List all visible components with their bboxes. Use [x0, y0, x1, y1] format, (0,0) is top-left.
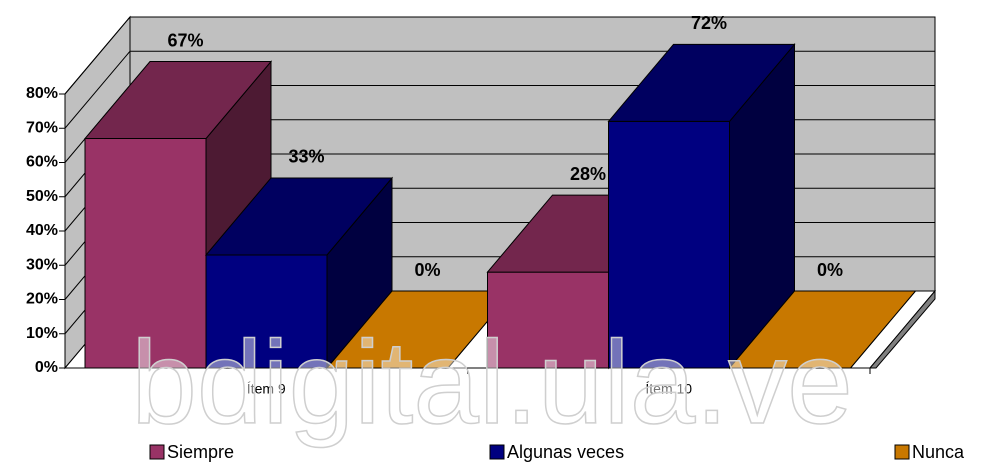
- y-tick-label: 0%: [35, 359, 58, 376]
- data-label: 0%: [817, 260, 843, 280]
- legend-swatch: [149, 444, 165, 460]
- legend-label: Nunca: [912, 442, 965, 462]
- data-label: 67%: [167, 30, 203, 50]
- bar-top: [83, 61, 273, 140]
- grid-line: [64, 16, 935, 95]
- y-tick-label: 70%: [26, 119, 58, 136]
- watermark: bdigital.ula.ve: [131, 317, 853, 449]
- legend-swatch: [489, 444, 505, 460]
- y-tick-label: 80%: [26, 85, 58, 102]
- y-tick-label: 20%: [26, 291, 58, 308]
- legend-label: Algunas veces: [507, 442, 624, 462]
- bar: [204, 176, 394, 370]
- bar: [728, 290, 917, 369]
- y-tick-label: 50%: [26, 188, 58, 205]
- x-tick-label: Ítem 9: [247, 381, 286, 397]
- x-tick-label: Ítem 10: [645, 381, 692, 397]
- bar-top: [204, 177, 394, 256]
- data-label: 28%: [570, 164, 606, 184]
- y-tick-label: 30%: [26, 256, 58, 273]
- grid-line: [64, 50, 935, 129]
- floor-edge: [868, 289, 936, 369]
- bar-top: [728, 290, 917, 369]
- y-tick-label: 40%: [26, 222, 58, 239]
- y-tick-label: 10%: [26, 325, 58, 342]
- data-label: 72%: [691, 13, 727, 33]
- legend-label: Siempre: [167, 442, 234, 462]
- bar: [607, 43, 796, 370]
- data-label: 33%: [288, 147, 324, 167]
- bar-top: [607, 43, 796, 122]
- legend-swatch: [894, 444, 910, 460]
- y-tick-label: 60%: [26, 154, 58, 171]
- data-label: 0%: [414, 260, 440, 280]
